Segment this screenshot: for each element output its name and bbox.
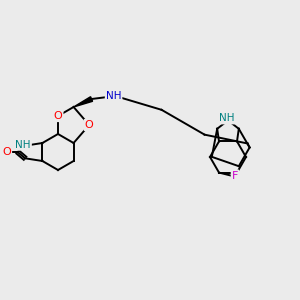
Text: F: F: [232, 171, 238, 181]
Text: O: O: [54, 111, 62, 121]
Text: O: O: [2, 147, 11, 157]
Text: NH: NH: [219, 113, 235, 123]
Text: O: O: [85, 120, 94, 130]
Text: NH: NH: [15, 140, 31, 150]
Polygon shape: [74, 97, 93, 107]
Text: NH: NH: [106, 91, 121, 101]
